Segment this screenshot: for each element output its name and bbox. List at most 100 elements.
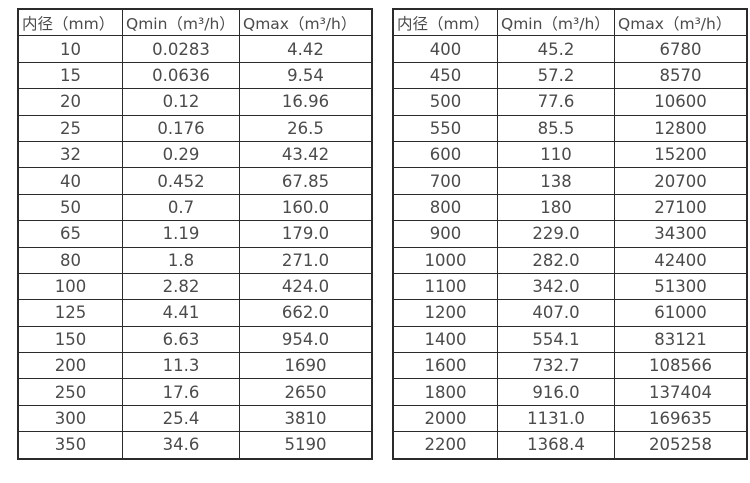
cell: 2000: [392, 404, 498, 433]
cell: 25: [17, 114, 123, 142]
cell: 4.41: [122, 299, 240, 327]
cell: 0.176: [122, 114, 240, 142]
cell: 169635: [614, 404, 748, 433]
cell: 554.1: [497, 325, 615, 354]
cell: 10: [17, 35, 123, 63]
cell: 40: [17, 167, 123, 195]
cell: 32: [17, 140, 123, 169]
cell: 110: [497, 140, 615, 169]
cell: 1400: [392, 325, 498, 354]
cell: 16.96: [239, 88, 373, 116]
cell: 20: [17, 88, 123, 116]
cell: 67.85: [239, 167, 373, 195]
table-row: 700 138 20700: [392, 167, 748, 195]
cell: 45.2: [497, 35, 615, 63]
table-row: 125 4.41 662.0: [17, 299, 373, 327]
cell: 282.0: [497, 246, 615, 274]
cell: 34.6: [122, 431, 240, 460]
cell: 85.5: [497, 114, 615, 142]
cell: 6.63: [122, 325, 240, 354]
cell: 125: [17, 299, 123, 327]
cell: 17.6: [122, 378, 240, 406]
cell: 1100: [392, 272, 498, 301]
table-row: 150 6.63 954.0: [17, 325, 373, 354]
cell: 407.0: [497, 299, 615, 327]
cell: 0.452: [122, 167, 240, 195]
column-header: Qmin（m³/h）: [122, 8, 240, 37]
header-row: 内径（mm） Qmin（m³/h） Qmax（m³/h）: [17, 8, 373, 37]
cell: 350: [17, 431, 123, 460]
cell: 15: [17, 61, 123, 90]
cell: 0.0283: [122, 35, 240, 63]
flow-rate-table-large-container: 内径（mm） Qmin（m³/h） Qmax（m³/h） 400 45.2 6780 450…: [392, 8, 748, 460]
cell: 25.4: [122, 404, 240, 433]
table-row: 600 110 15200: [392, 140, 748, 169]
cell: 500: [392, 88, 498, 116]
column-header: 内径（mm）: [392, 8, 498, 37]
cell: 57.2: [497, 61, 615, 90]
table-row: 2000 1131.0 169635: [392, 404, 748, 433]
table-row: 1100 342.0 51300: [392, 272, 748, 301]
table-row: 50 0.7 160.0: [17, 193, 373, 222]
table-row: 350 34.6 5190: [17, 431, 373, 460]
cell: 3810: [239, 404, 373, 433]
cell: 1.19: [122, 220, 240, 248]
table-row: 550 85.5 12800: [392, 114, 748, 142]
cell: 12800: [614, 114, 748, 142]
column-header: Qmin（m³/h）: [497, 8, 615, 37]
cell: 80: [17, 246, 123, 274]
column-header: Qmax（m³/h）: [239, 8, 373, 37]
cell: 77.6: [497, 88, 615, 116]
table-row: 15 0.0636 9.54: [17, 61, 373, 90]
cell: 2.82: [122, 272, 240, 301]
cell: 0.0636: [122, 61, 240, 90]
cell: 61000: [614, 299, 748, 327]
table-row: 10 0.0283 4.42: [17, 35, 373, 63]
cell: 8570: [614, 61, 748, 90]
cell: 400: [392, 35, 498, 63]
cell: 108566: [614, 352, 748, 380]
cell: 100: [17, 272, 123, 301]
flow-rate-table-large: 内径（mm） Qmin（m³/h） Qmax（m³/h） 400 45.2 6780 450…: [392, 8, 748, 460]
cell: 179.0: [239, 220, 373, 248]
cell: 15200: [614, 140, 748, 169]
cell: 800: [392, 193, 498, 222]
column-header: 内径（mm）: [17, 8, 123, 37]
cell: 700: [392, 167, 498, 195]
cell: 150: [17, 325, 123, 354]
table-row: 450 57.2 8570: [392, 61, 748, 90]
cell: 342.0: [497, 272, 615, 301]
table-row: 20 0.12 16.96: [17, 88, 373, 116]
header-row: 内径（mm） Qmin（m³/h） Qmax（m³/h）: [392, 8, 748, 37]
cell: 50: [17, 193, 123, 222]
cell: 1131.0: [497, 404, 615, 433]
table-row: 65 1.19 179.0: [17, 220, 373, 248]
cell: 200: [17, 352, 123, 380]
cell: 65: [17, 220, 123, 248]
table-row: 400 45.2 6780: [392, 35, 748, 63]
cell: 900: [392, 220, 498, 248]
cell: 450: [392, 61, 498, 90]
cell: 34300: [614, 220, 748, 248]
cell: 205258: [614, 431, 748, 460]
cell: 662.0: [239, 299, 373, 327]
cell: 1000: [392, 246, 498, 274]
cell: 300: [17, 404, 123, 433]
cell: 600: [392, 140, 498, 169]
cell: 160.0: [239, 193, 373, 222]
cell: 42400: [614, 246, 748, 274]
table-row: 25 0.176 26.5: [17, 114, 373, 142]
table-row: 1600 732.7 108566: [392, 352, 748, 380]
cell: 180: [497, 193, 615, 222]
cell: 26.5: [239, 114, 373, 142]
cell: 1200: [392, 299, 498, 327]
flow-rate-table-small: 内径（mm） Qmin（m³/h） Qmax（m³/h） 10 0.0283 4.42 15…: [17, 8, 373, 460]
cell: 27100: [614, 193, 748, 222]
table-row: 1400 554.1 83121: [392, 325, 748, 354]
cell: 954.0: [239, 325, 373, 354]
cell: 20700: [614, 167, 748, 195]
table-row: 40 0.452 67.85: [17, 167, 373, 195]
table-row: 32 0.29 43.42: [17, 140, 373, 169]
cell: 271.0: [239, 246, 373, 274]
cell: 424.0: [239, 272, 373, 301]
